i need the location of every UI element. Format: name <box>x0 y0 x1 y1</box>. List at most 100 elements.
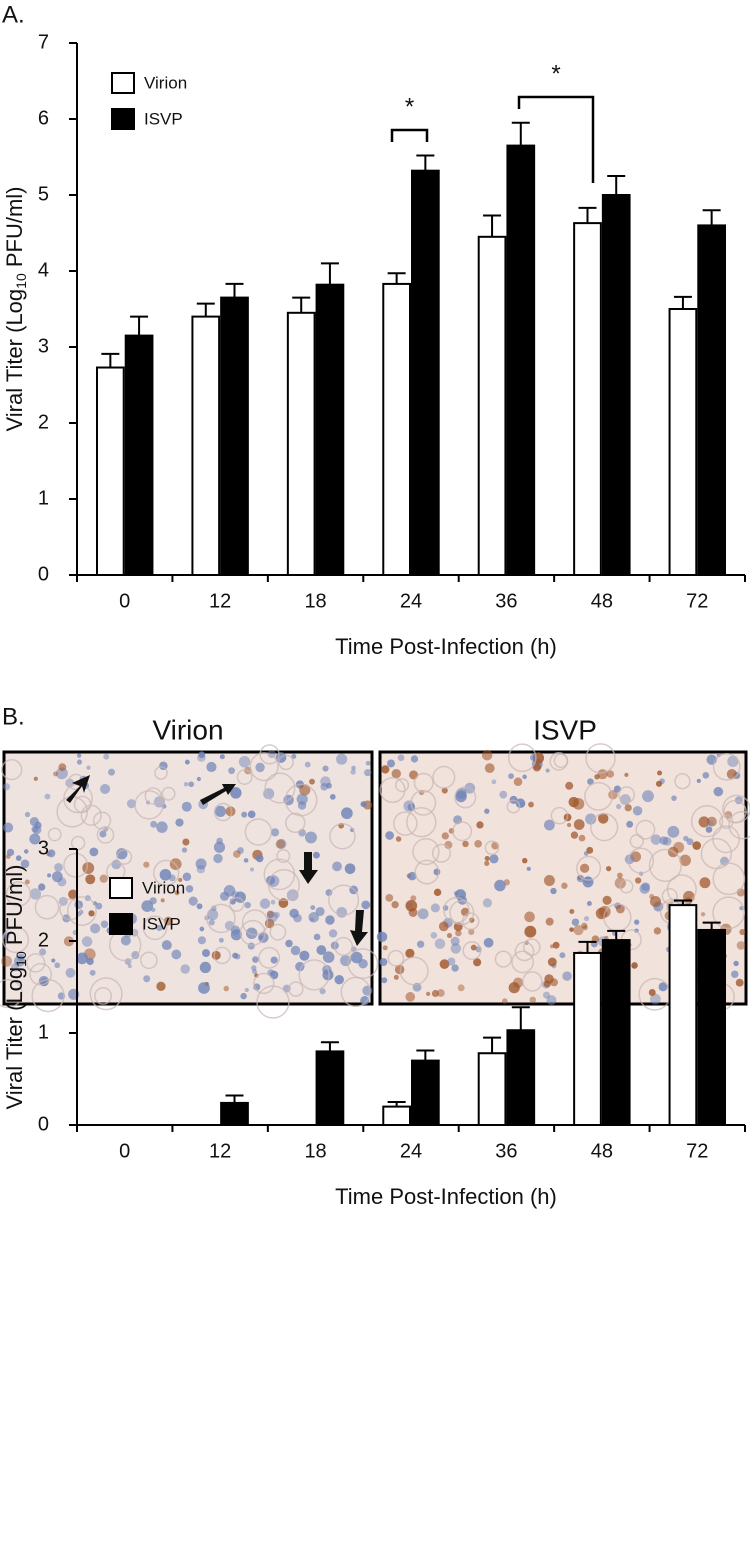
cell <box>586 900 592 906</box>
cell <box>642 790 654 803</box>
cell <box>237 847 244 854</box>
cell <box>178 877 183 883</box>
tissue <box>259 744 280 765</box>
tissue <box>94 986 113 1005</box>
cell <box>310 905 316 911</box>
tissue <box>333 936 354 956</box>
cell <box>341 807 353 820</box>
cell <box>546 995 557 1006</box>
tissue <box>244 818 273 846</box>
y-tick-label: 0 <box>38 563 49 585</box>
tissue <box>278 754 294 771</box>
cell <box>299 784 311 796</box>
cell <box>39 948 47 956</box>
cell <box>296 793 308 805</box>
cell <box>409 770 419 780</box>
tissue <box>276 848 291 864</box>
error-bar <box>578 940 597 965</box>
error-bar <box>511 121 530 170</box>
cell <box>156 821 168 833</box>
cell <box>408 908 418 917</box>
cell <box>726 768 738 780</box>
cell <box>360 996 370 1006</box>
x-tick-label: 0 <box>119 1140 130 1162</box>
cell <box>159 868 172 881</box>
cell <box>524 925 537 938</box>
bar <box>477 235 507 577</box>
cell <box>425 991 431 997</box>
cell <box>433 888 442 897</box>
cell <box>572 798 585 810</box>
cell <box>382 945 388 951</box>
tissue <box>236 769 253 785</box>
cell <box>462 840 469 848</box>
tissue <box>154 766 168 780</box>
cell <box>230 925 240 935</box>
cell <box>361 900 371 910</box>
cell <box>616 803 622 810</box>
tissue <box>462 941 482 961</box>
tissue <box>253 972 275 995</box>
bar <box>124 334 154 576</box>
cell <box>259 898 271 909</box>
cell <box>624 804 632 812</box>
x-tick-label: 0 <box>119 590 130 612</box>
cell <box>376 931 388 943</box>
x-axis-title: Time Post-Infection (h) <box>335 634 557 659</box>
cell <box>33 776 38 781</box>
cell <box>470 944 477 951</box>
y-axis-title: Viral Titer (Log10 PFU/ml) <box>2 187 29 432</box>
cell <box>483 937 494 948</box>
y-axis-title-part: 10 <box>13 951 29 967</box>
cell <box>270 899 276 905</box>
cell <box>381 765 390 774</box>
tissue <box>484 840 500 856</box>
cell <box>594 774 600 780</box>
cell <box>150 820 158 828</box>
tissue <box>206 903 236 934</box>
cell <box>550 887 557 895</box>
cell <box>313 933 321 941</box>
cell <box>439 959 450 969</box>
tissue <box>140 951 158 970</box>
cell <box>290 945 301 956</box>
cell <box>649 895 662 908</box>
cell <box>364 769 372 777</box>
bar <box>191 315 221 576</box>
cell <box>336 906 348 918</box>
cell <box>131 951 140 960</box>
cell <box>53 771 58 777</box>
cell <box>578 834 586 842</box>
bar <box>477 1052 507 1126</box>
tissue <box>59 898 82 921</box>
cell <box>143 975 151 983</box>
bar <box>573 222 602 576</box>
cell <box>2 783 11 791</box>
cell <box>273 911 280 919</box>
tissue <box>728 810 750 840</box>
tissue <box>648 848 683 883</box>
tissue <box>454 786 477 809</box>
cell <box>543 980 551 988</box>
tissue <box>712 752 741 781</box>
tissue <box>379 776 406 804</box>
cell <box>491 779 497 785</box>
bar <box>382 1105 411 1126</box>
y-axis-title-part: Viral Titer (Log <box>2 967 27 1110</box>
cell <box>181 847 188 853</box>
tissue <box>618 786 636 804</box>
cell <box>241 811 248 818</box>
cell <box>705 826 713 833</box>
tissue <box>298 959 330 991</box>
tissue <box>414 859 440 885</box>
tissue <box>239 919 266 946</box>
significance-bracket <box>390 128 429 142</box>
cell <box>29 888 42 900</box>
cell <box>484 808 490 814</box>
cell <box>410 895 417 902</box>
cell <box>230 787 242 799</box>
cell <box>183 781 189 787</box>
cell <box>99 830 107 838</box>
tissue <box>328 884 360 916</box>
cell <box>240 992 247 1000</box>
